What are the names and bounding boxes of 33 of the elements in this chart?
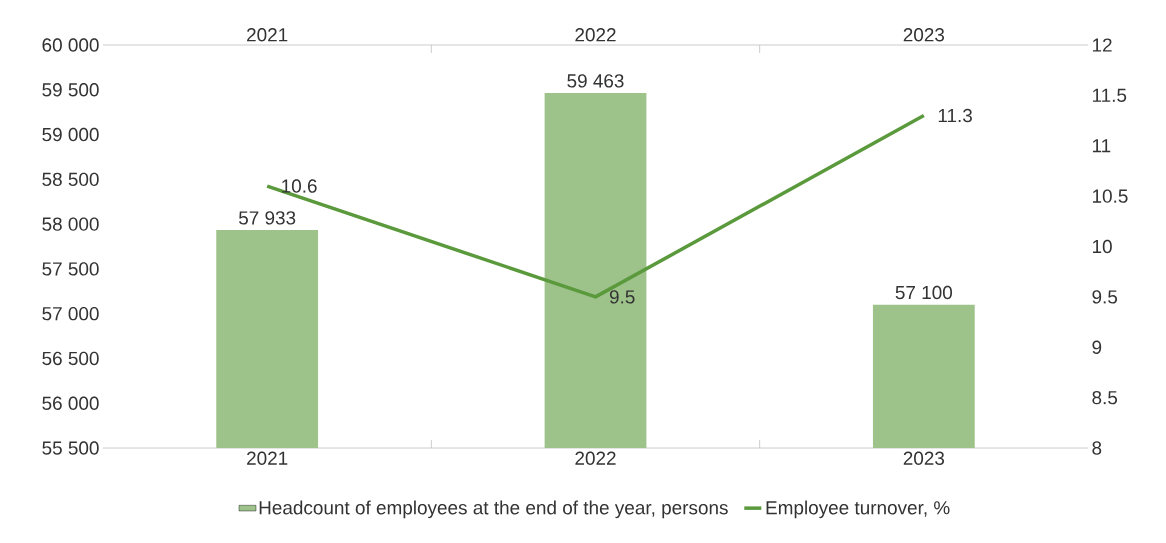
- data-label: 11.3: [938, 108, 972, 123]
- y2-tick-label: 10: [1092, 239, 1112, 254]
- data-label: 57 933: [238, 211, 296, 225]
- legend-label: Employee turnover, %: [766, 500, 950, 519]
- data-label: 57 100: [895, 285, 953, 300]
- y2-tick-label: 12: [1092, 38, 1112, 52]
- y2-tick-label: 8: [1092, 441, 1102, 455]
- y2-tick-label: 10.5: [1092, 189, 1128, 203]
- data-label: 59 463: [567, 74, 624, 88]
- y-tick-label: 55 500: [42, 441, 99, 455]
- x-tick-label: 2022: [575, 28, 616, 42]
- y-tick-label: 56 500: [42, 351, 99, 366]
- category-label: 2022: [575, 451, 616, 465]
- y2-tick-label: 11.5: [1092, 88, 1127, 102]
- y-tick-label: 57 000: [42, 306, 99, 321]
- y-tick-label: 59 000: [42, 127, 99, 142]
- y-tick-label: 60 000: [42, 38, 99, 52]
- legend-label: Headcount of employees at the end of the year, persons: [259, 500, 728, 519]
- data-label: 10.6: [282, 179, 317, 193]
- category-label: 2023: [903, 451, 945, 465]
- data-label: 9.5: [609, 290, 635, 304]
- x-tick-label: 2021: [247, 28, 288, 42]
- y-tick-label: 56 000: [42, 396, 99, 410]
- y-tick-label: 58 000: [42, 217, 99, 231]
- y-tick-label: 58 500: [42, 172, 99, 187]
- x-tick-label: 2023: [903, 28, 945, 42]
- y2-tick-label: 9: [1092, 340, 1102, 354]
- category-label: 2021: [247, 451, 288, 465]
- y2-tick-label: 9.5: [1092, 290, 1118, 304]
- y2-tick-label: 11: [1092, 139, 1111, 153]
- y-tick-label: 59 500: [42, 83, 99, 97]
- y-tick-label: 57 500: [42, 262, 99, 276]
- y2-tick-label: 8.5: [1092, 390, 1118, 405]
